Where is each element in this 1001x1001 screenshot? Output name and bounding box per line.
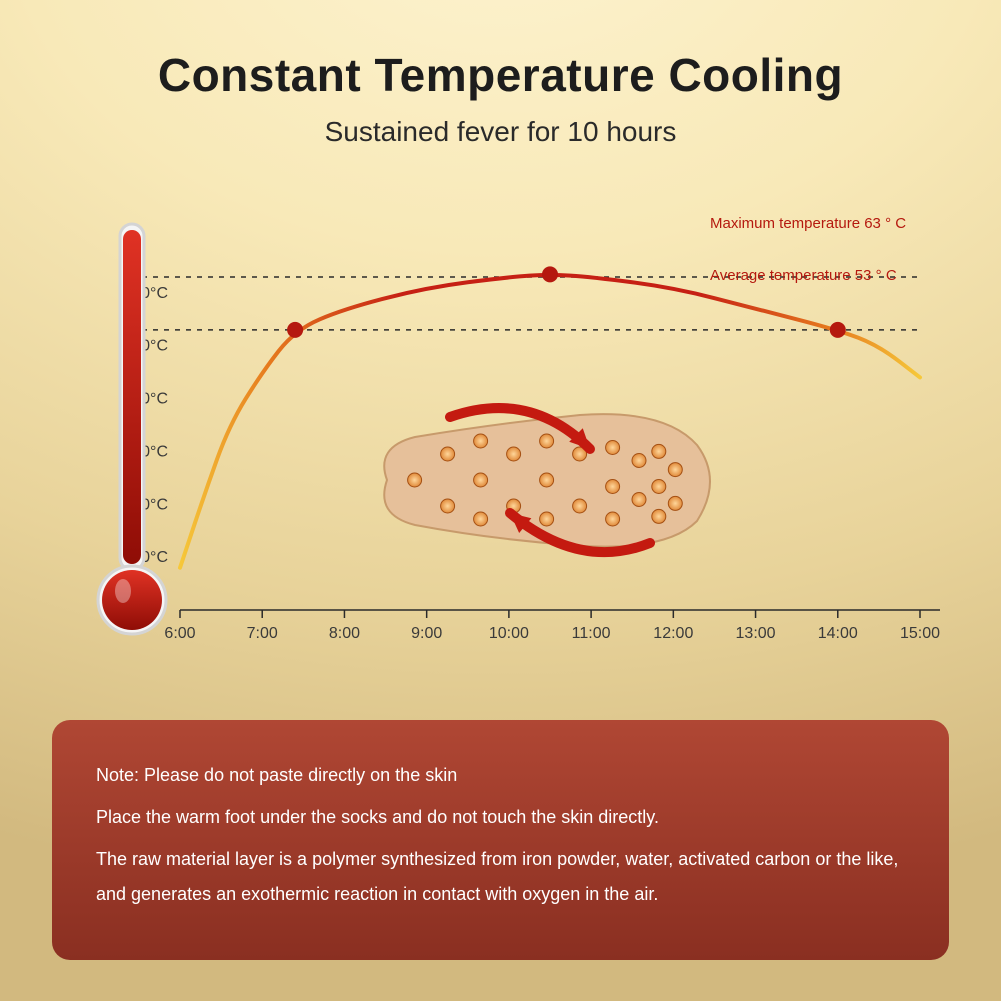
insole-dot — [573, 499, 587, 513]
x-tick-label: 8:00 — [329, 625, 360, 642]
page-subtitle: Sustained fever for 10 hours — [0, 116, 1001, 148]
x-tick-label: 15:00 — [900, 625, 940, 642]
insole-dot — [474, 512, 488, 526]
chart-svg: Maximum temperature 63 ° C Average temper… — [70, 200, 940, 670]
curve-marker — [542, 266, 558, 282]
insole-dot — [632, 454, 646, 468]
insole-dot — [474, 473, 488, 487]
x-tick-label: 7:00 — [247, 625, 278, 642]
guide-label: Average temperature 53 ° C — [710, 267, 897, 284]
insole-dot — [606, 441, 620, 455]
insole-dot — [540, 512, 554, 526]
insole-dot — [652, 480, 666, 494]
thermometer-bulb — [102, 570, 162, 630]
thermometer-fluid — [123, 230, 141, 564]
insole-dot — [441, 499, 455, 513]
x-tick-label: 14:00 — [818, 625, 858, 642]
note-heading: Note: Please do not paste directly on th… — [96, 758, 905, 792]
curve-marker — [287, 322, 303, 338]
insole-dot — [474, 434, 488, 448]
x-tick-label: 9:00 — [411, 625, 442, 642]
insole-dot — [668, 496, 682, 510]
insole-dot — [668, 463, 682, 477]
insole-dot — [652, 509, 666, 523]
insole-dot — [606, 480, 620, 494]
x-tick-label: 11:00 — [572, 625, 611, 642]
note-panel: Note: Please do not paste directly on th… — [52, 720, 949, 960]
note-line-1: Place the warm foot under the socks and … — [96, 800, 905, 834]
temperature-chart: Maximum temperature 63 ° C Average temper… — [70, 200, 940, 670]
x-tick-label: 13:00 — [736, 625, 776, 642]
thermometer-highlight — [115, 579, 131, 603]
page-title: Constant Temperature Cooling — [0, 48, 1001, 102]
insole-dot — [606, 512, 620, 526]
curve-marker — [830, 322, 846, 338]
insole-dot — [540, 473, 554, 487]
insole-dot — [540, 434, 554, 448]
insole-dot — [408, 473, 422, 487]
insole-dot — [441, 447, 455, 461]
guide-label: Maximum temperature 63 ° C — [710, 215, 906, 232]
insole-dot — [652, 444, 666, 458]
insole-dot — [507, 447, 521, 461]
insole-dot — [632, 493, 646, 507]
x-tick-label: 6:00 — [164, 625, 195, 642]
x-tick-label: 10:00 — [489, 625, 529, 642]
note-line-2: The raw material layer is a polymer synt… — [96, 842, 905, 910]
x-tick-label: 12:00 — [653, 625, 693, 642]
